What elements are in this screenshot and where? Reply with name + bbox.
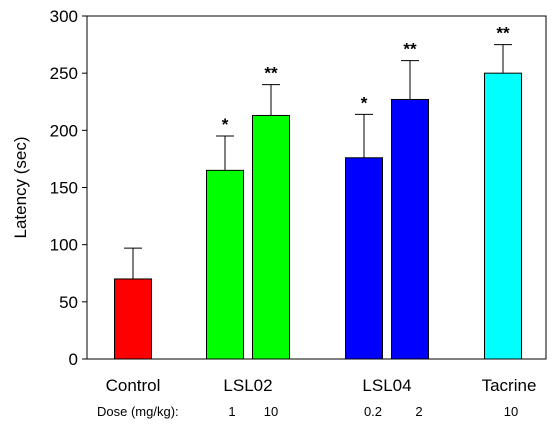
y-tick-label: 250 — [50, 64, 78, 83]
y-axis: 0 50 100 150 200 250 300 — [50, 7, 87, 369]
bar-lsl02-10 — [252, 114, 290, 360]
significance-marker: ** — [403, 40, 417, 59]
significance-marker: ** — [496, 24, 510, 43]
y-tick-label: 100 — [50, 236, 78, 255]
dose-value-label: 10 — [504, 404, 518, 419]
y-tick-label: 150 — [50, 179, 78, 198]
bar-control — [114, 278, 152, 360]
dose-value-label: 0.2 — [364, 404, 382, 419]
category-label: LSL04 — [362, 376, 411, 395]
dose-value-label: 1 — [228, 404, 235, 419]
bar-tacrine-10 — [484, 72, 522, 360]
significance-marker: * — [222, 115, 229, 134]
significance-marker: * — [361, 93, 368, 112]
bar-lsl02-1 — [206, 169, 244, 360]
dose-label: Dose (mg/kg): — [97, 404, 179, 419]
category-label: LSL02 — [223, 376, 272, 395]
significance-marker: ** — [264, 64, 278, 83]
plot-border — [86, 15, 547, 360]
category-label: Control — [106, 376, 161, 395]
bars-layer — [114, 44, 522, 360]
y-tick-label: 0 — [69, 350, 78, 369]
labels-layer: * 1 ** 10 * 0.2 ** 2 ** 10 Control LSL02 LSL04 Tacrin… — [106, 24, 537, 419]
bar-lsl04-0-2 — [345, 157, 383, 360]
dose-value-label: 2 — [415, 404, 422, 419]
y-axis-label: Latency (sec) — [11, 136, 30, 238]
dose-value-label: 10 — [264, 404, 278, 419]
plot-frame — [86, 15, 547, 360]
y-tick-label: 200 — [50, 121, 78, 140]
y-tick-label: 300 — [50, 7, 78, 26]
bar-lsl04-2 — [391, 98, 429, 360]
y-tick-label: 50 — [59, 293, 78, 312]
category-label: Tacrine — [482, 376, 537, 395]
